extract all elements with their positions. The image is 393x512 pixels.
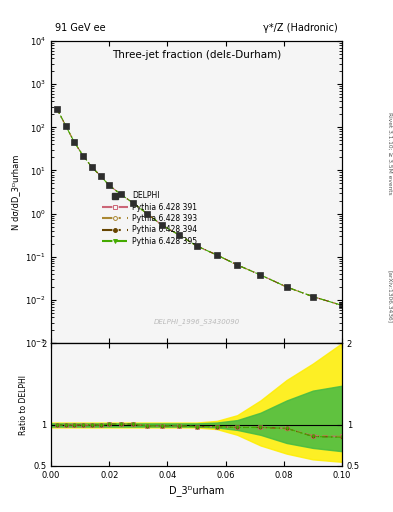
Text: DELPHI_1996_S3430090: DELPHI_1996_S3430090 <box>153 318 240 325</box>
Text: 91 GeV ee: 91 GeV ee <box>55 23 106 33</box>
X-axis label: D_3ᴰurham: D_3ᴰurham <box>169 485 224 496</box>
Text: Three-jet fraction (delε-Durham): Three-jet fraction (delε-Durham) <box>112 50 281 60</box>
Y-axis label: Ratio to DELPHI: Ratio to DELPHI <box>18 375 28 435</box>
Y-axis label: N dσ/dD_3ᴰurham: N dσ/dD_3ᴰurham <box>11 155 20 230</box>
Text: [arXiv:1306.3436]: [arXiv:1306.3436] <box>387 270 392 324</box>
Legend: DELPHI, Pythia 6.428 391, Pythia 6.428 393, Pythia 6.428 394, Pythia 6.428 395: DELPHI, Pythia 6.428 391, Pythia 6.428 3… <box>99 188 200 249</box>
Text: γ*/Z (Hadronic): γ*/Z (Hadronic) <box>263 23 338 33</box>
Text: Rivet 3.1.10; ≥ 3.5M events: Rivet 3.1.10; ≥ 3.5M events <box>387 112 392 195</box>
